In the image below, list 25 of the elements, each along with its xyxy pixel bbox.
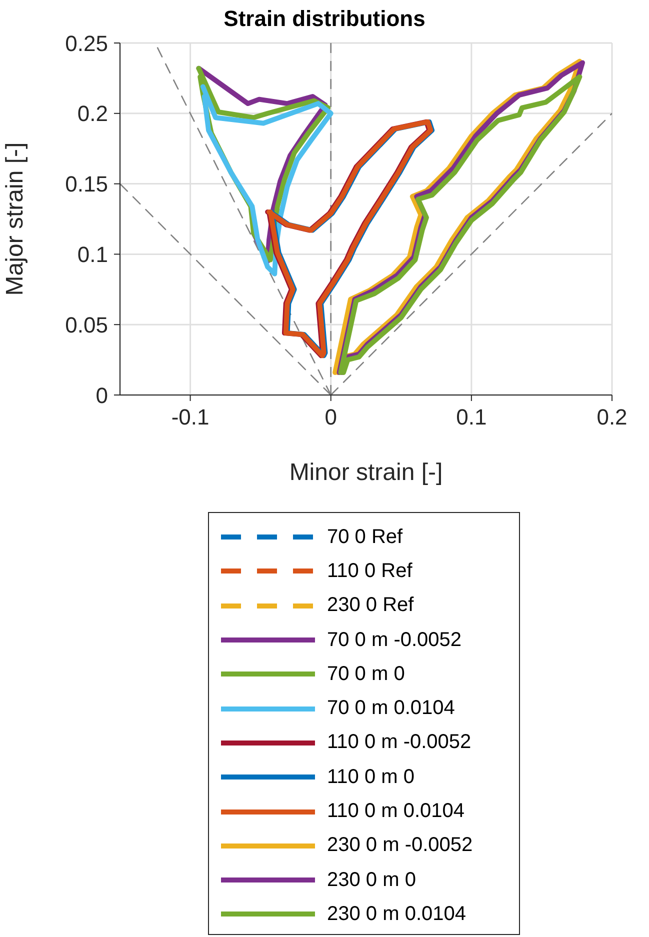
y-tick-label: 0.1: [77, 242, 108, 268]
y-tick-label: 0.05: [65, 312, 108, 338]
legend-label: 230 0 m 0: [327, 868, 416, 892]
x-tick-label: 0.1: [456, 404, 487, 430]
x-tick-label: 0.2: [596, 404, 628, 430]
legend-label: 110 0 m -0.0052: [327, 731, 472, 754]
x-axis-title: Minor strain [-]: [289, 459, 443, 486]
legend-label: 230 0 m -0.0052: [327, 834, 473, 858]
legend-label: 70 0 m 0: [327, 662, 405, 686]
x-tick-label: -0.1: [171, 404, 210, 430]
y-tick-label: 0: [96, 382, 108, 408]
y-tick-label: 0.15: [65, 172, 108, 197]
chart-title: Strain distributions: [222, 6, 426, 32]
legend-label: 70 0 m 0.0104: [327, 697, 455, 720]
legend-label: 110 0 m 0: [327, 766, 414, 789]
legend-label: 70 0 Ref: [327, 526, 403, 549]
legend-label: 110 0 m 0.0104: [327, 800, 465, 824]
x-tick-label: 0: [324, 404, 337, 430]
legend-label: 70 0 m -0.0052: [327, 628, 462, 652]
legend-label: 230 0 Ref: [327, 594, 414, 618]
y-axis-title: Major strain [-]: [2, 142, 29, 296]
y-tick-label: 0.2: [77, 101, 108, 126]
y-tick-label: 0.25: [65, 30, 108, 56]
legend-label: 230 0 m 0.0104: [327, 902, 466, 926]
legend-label: 110 0 Ref: [327, 560, 412, 583]
